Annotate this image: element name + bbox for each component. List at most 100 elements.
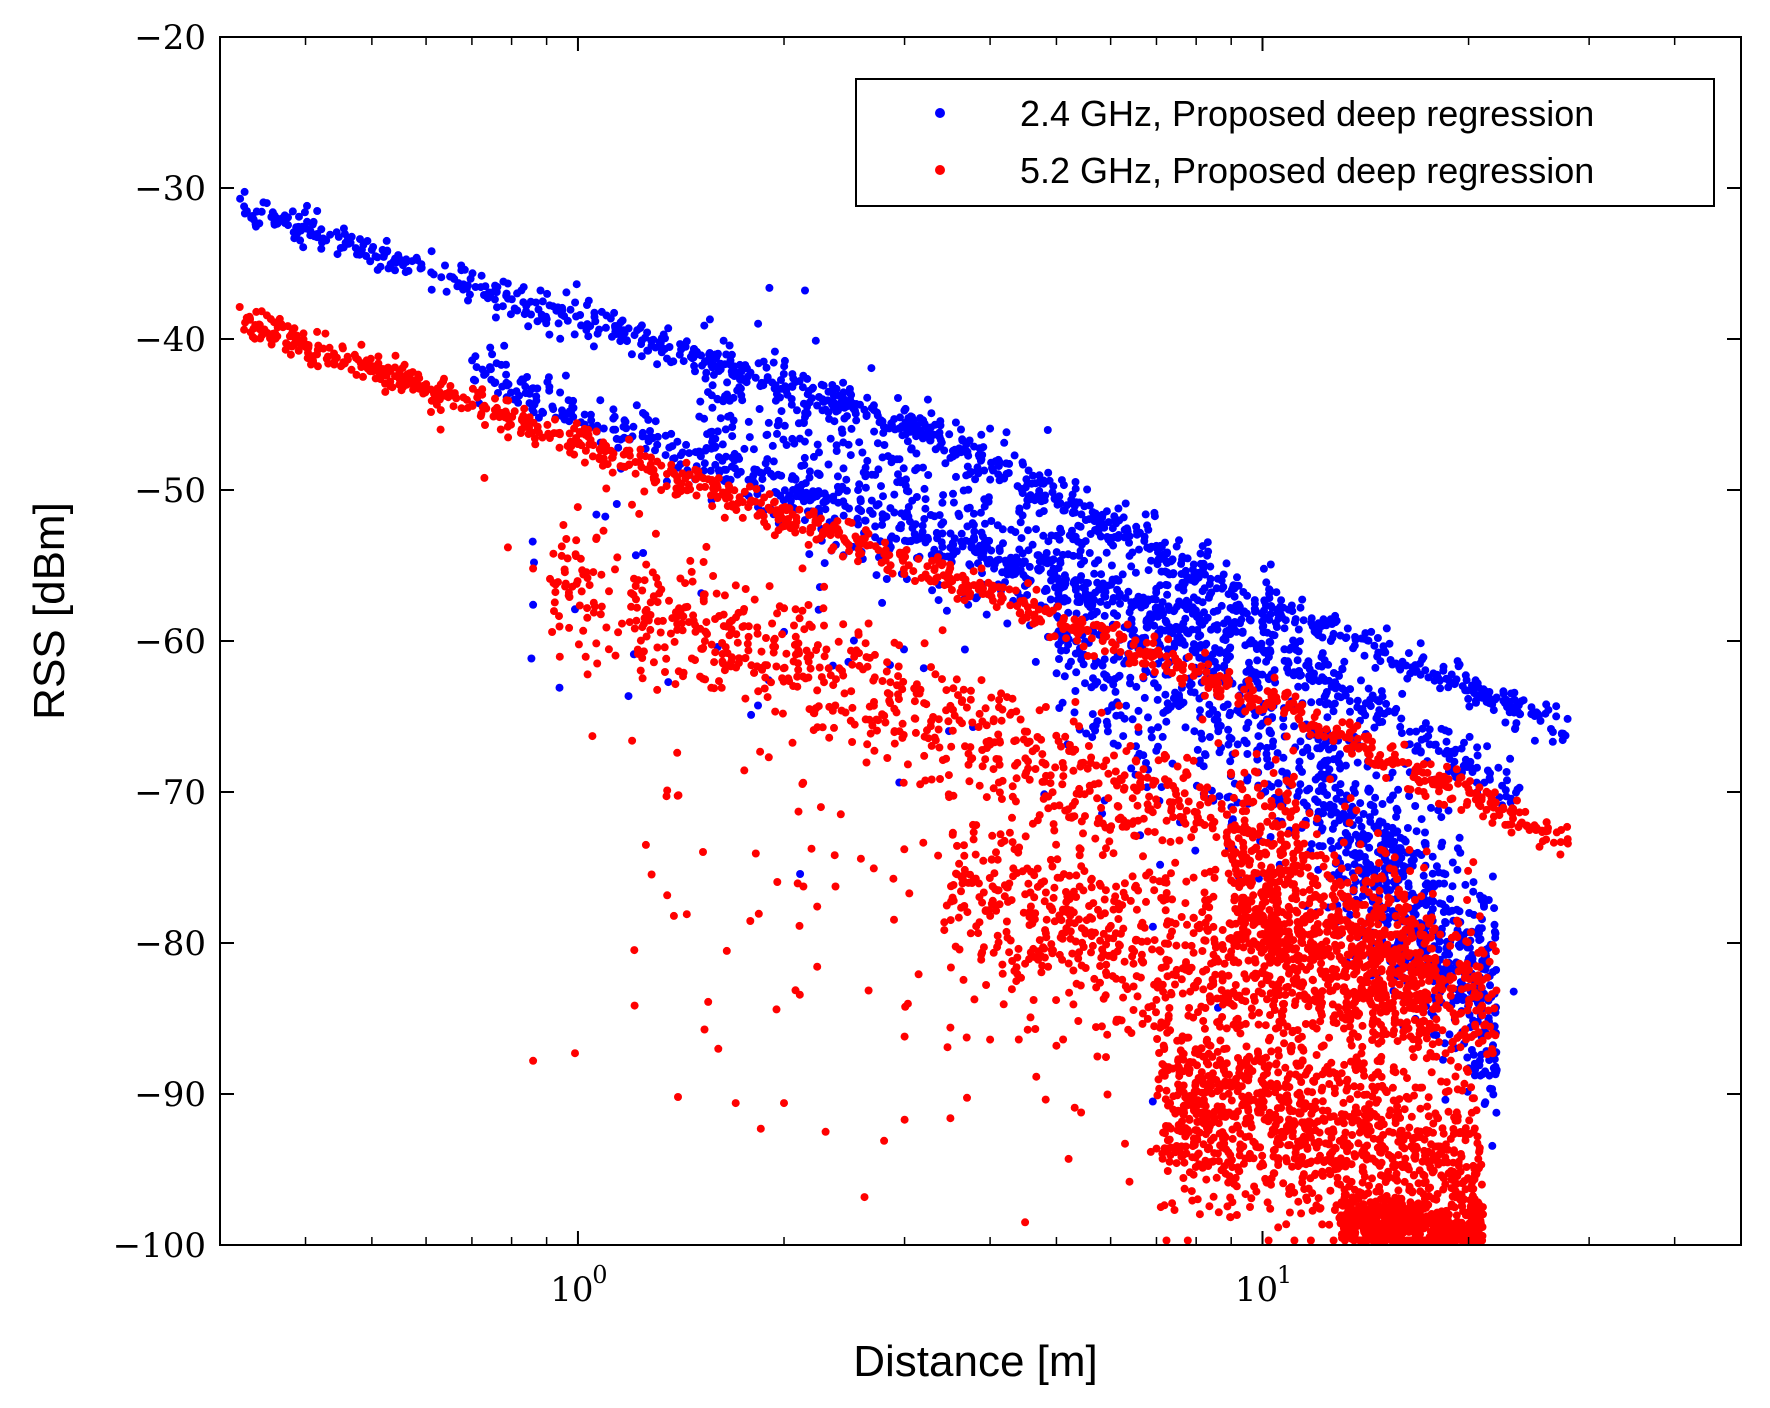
data-point-2-4-ghz (1085, 515, 1094, 524)
data-point-2-4-ghz (950, 445, 959, 454)
data-point-5-2-ghz (1163, 667, 1172, 675)
data-point-5-2-ghz (881, 718, 890, 727)
data-point-2-4-ghz (1178, 578, 1187, 587)
data-point-2-4-ghz (730, 449, 739, 458)
data-point-5-2-ghz (1214, 692, 1223, 701)
data-point-2-4-ghz (958, 435, 967, 444)
data-point-2-4-ghz (1018, 458, 1027, 467)
data-point-5-2-ghz (323, 352, 332, 361)
data-point-5-2-ghz (791, 605, 800, 614)
data-point-2-4-ghz (295, 212, 303, 221)
data-point-2-4-ghz (1083, 485, 1092, 494)
data-point-5-2-ghz (573, 440, 582, 448)
data-point-5-2-ghz (579, 570, 588, 579)
data-point-2-4-ghz (502, 370, 511, 379)
data-point-2-4-ghz (1288, 607, 1297, 616)
data-point-2-4-ghz (774, 470, 783, 479)
data-point-2-4-ghz (632, 401, 641, 410)
data-point-2-4-ghz (708, 363, 717, 372)
data-point-5-2-ghz (1212, 833, 1221, 842)
data-point-5-2-ghz (700, 637, 709, 646)
data-point-2-4-ghz (1153, 695, 1162, 704)
data-point-5-2-ghz (583, 613, 592, 622)
data-point-2-4-ghz (1463, 686, 1472, 695)
data-point-2-4-ghz (1274, 779, 1283, 788)
data-point-5-2-ghz (881, 546, 890, 554)
data-point-5-2-ghz (1445, 783, 1454, 792)
data-point-5-2-ghz (1154, 756, 1163, 765)
data-point-5-2-ghz (1103, 625, 1111, 634)
data-point-5-2-ghz (677, 619, 686, 628)
data-point-5-2-ghz (1139, 814, 1148, 823)
data-point-5-2-ghz (982, 793, 991, 802)
data-point-2-4-ghz (868, 509, 877, 518)
data-point-2-4-ghz (556, 388, 565, 397)
data-point-2-4-ghz (1101, 582, 1110, 591)
data-point-2-4-ghz (756, 382, 765, 391)
data-point-2-4-ghz (1259, 628, 1268, 637)
data-point-5-2-ghz (614, 628, 623, 637)
data-point-2-4-ghz (1091, 509, 1100, 518)
data-point-2-4-ghz (1491, 695, 1500, 704)
data-point-5-2-ghz (1110, 751, 1118, 760)
data-point-2-4-ghz (497, 360, 506, 369)
data-point-2-4-ghz (339, 243, 348, 252)
data-point-2-4-ghz (1096, 532, 1105, 541)
data-point-2-4-ghz (555, 683, 564, 692)
data-point-2-4-ghz (941, 459, 950, 468)
data-point-2-4-ghz (1468, 768, 1477, 776)
data-point-2-4-ghz (957, 529, 966, 538)
data-point-5-2-ghz (763, 661, 771, 670)
data-point-2-4-ghz (721, 392, 729, 401)
data-point-2-4-ghz (1021, 483, 1030, 492)
data-point-5-2-ghz (994, 583, 1003, 592)
data-point-2-4-ghz (601, 512, 610, 521)
data-point-2-4-ghz (879, 428, 888, 437)
data-point-2-4-ghz (333, 250, 342, 259)
data-point-2-4-ghz (946, 543, 955, 552)
data-point-2-4-ghz (924, 471, 933, 479)
data-point-2-4-ghz (762, 363, 771, 372)
data-point-5-2-ghz (899, 778, 908, 787)
data-point-2-4-ghz (1080, 502, 1089, 511)
data-point-2-4-ghz (1386, 656, 1395, 664)
data-point-5-2-ghz (491, 394, 499, 403)
data-point-2-4-ghz (769, 358, 778, 367)
data-point-2-4-ghz (708, 381, 717, 390)
data-point-2-4-ghz (919, 664, 928, 673)
data-point-5-2-ghz (650, 471, 659, 480)
data-point-5-2-ghz (976, 578, 984, 587)
data-point-2-4-ghz (1150, 508, 1159, 517)
data-point-5-2-ghz (794, 665, 803, 674)
data-point-2-4-ghz (870, 427, 879, 436)
data-point-5-2-ghz (778, 630, 787, 639)
data-point-2-4-ghz (1415, 659, 1424, 668)
data-point-2-4-ghz (289, 228, 298, 237)
data-point-5-2-ghz (1164, 635, 1173, 644)
data-point-2-4-ghz (1394, 785, 1403, 794)
data-point-5-2-ghz (795, 614, 804, 623)
data-point-2-4-ghz (733, 470, 742, 479)
data-point-2-4-ghz (700, 459, 709, 468)
data-point-2-4-ghz (842, 486, 851, 495)
data-point-2-4-ghz (259, 198, 268, 207)
data-point-5-2-ghz (235, 303, 244, 311)
data-point-2-4-ghz (1411, 746, 1420, 755)
data-point-5-2-ghz (834, 637, 843, 646)
data-point-2-4-ghz (985, 555, 994, 564)
data-point-2-4-ghz (1140, 693, 1149, 702)
data-point-2-4-ghz (1417, 815, 1426, 824)
data-point-2-4-ghz (382, 236, 391, 245)
data-point-2-4-ghz (885, 424, 894, 433)
data-point-5-2-ghz (720, 591, 729, 600)
data-point-5-2-ghz (920, 639, 929, 648)
data-point-5-2-ghz (386, 367, 395, 375)
data-point-2-4-ghz (1063, 596, 1072, 605)
data-point-2-4-ghz (712, 354, 721, 363)
data-point-2-4-ghz (1114, 504, 1123, 513)
data-point-5-2-ghz (775, 602, 784, 611)
data-point-2-4-ghz (566, 305, 575, 314)
data-point-5-2-ghz (1111, 767, 1120, 776)
data-point-2-4-ghz (1077, 510, 1086, 519)
data-point-2-4-ghz (1163, 581, 1172, 590)
